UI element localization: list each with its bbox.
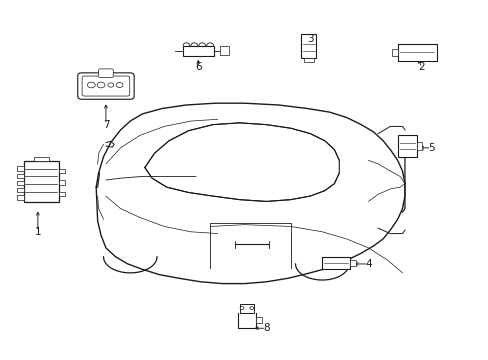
Bar [397,135,416,157]
Bar [59,180,64,185]
Bar [59,192,64,196]
Bar [59,169,64,173]
Bar [220,46,228,55]
Text: 4: 4 [365,259,371,269]
Bar [303,58,313,63]
Circle shape [249,307,253,310]
Circle shape [240,307,244,310]
Text: 1: 1 [35,227,41,237]
Bar [182,46,214,56]
Text: 5: 5 [427,143,434,153]
Circle shape [116,82,122,87]
Text: 6: 6 [195,63,201,72]
Bar [17,181,24,185]
Bar [17,195,24,199]
Bar [239,303,254,312]
Bar [416,143,422,150]
Bar [301,34,315,58]
Bar [349,260,355,266]
Bar [34,157,48,161]
Bar [17,166,24,171]
Bar [397,44,436,61]
Bar [321,257,349,269]
Circle shape [108,83,114,87]
FancyBboxPatch shape [78,73,134,99]
FancyBboxPatch shape [99,69,113,77]
Text: 7: 7 [102,120,109,130]
Bar [17,174,24,178]
Text: 3: 3 [306,34,313,44]
Circle shape [87,82,95,88]
Bar [24,161,59,202]
Bar [17,188,24,192]
Text: 8: 8 [263,323,269,333]
FancyBboxPatch shape [82,76,129,96]
Circle shape [97,82,105,88]
Text: 2: 2 [418,63,425,72]
Bar [391,49,397,56]
Bar [256,317,262,323]
